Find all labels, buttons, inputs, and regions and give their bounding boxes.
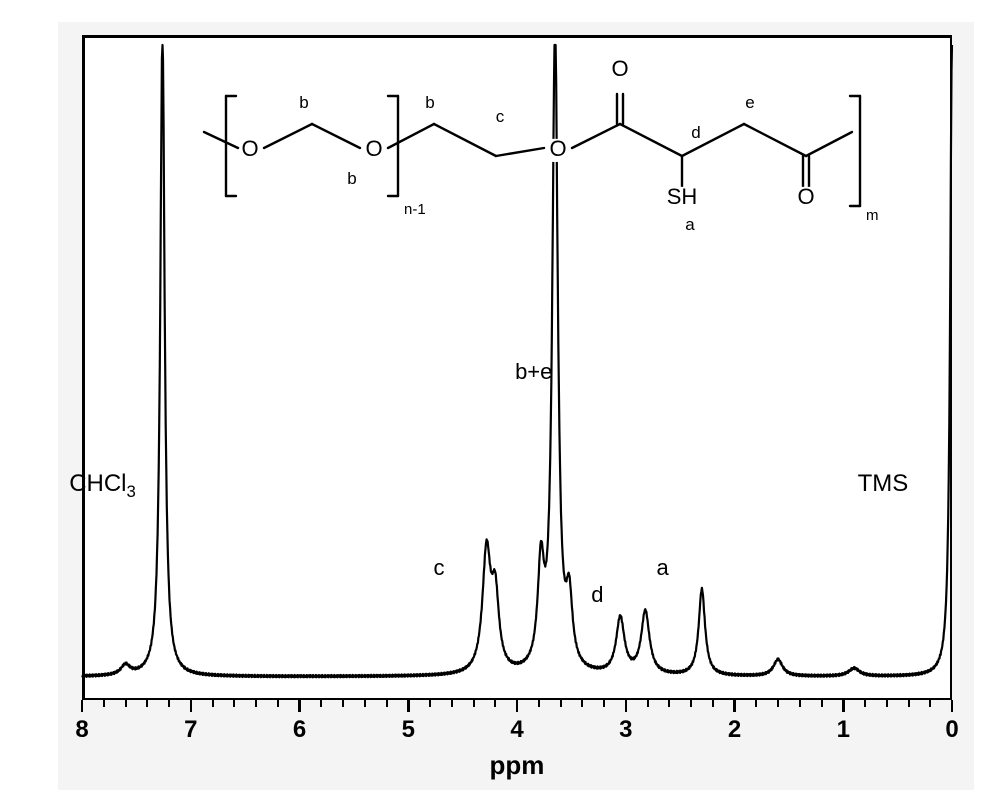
svg-text:e: e bbox=[745, 93, 754, 112]
svg-text:b: b bbox=[347, 169, 356, 188]
x-tick-label: 6 bbox=[270, 716, 330, 744]
x-tick-label: 8 bbox=[52, 716, 112, 744]
x-tick-label: 4 bbox=[487, 716, 547, 744]
svg-text:O: O bbox=[365, 136, 382, 161]
x-tick-label: 5 bbox=[378, 716, 438, 744]
chemical-structure: OOOOSHObbbcdean-1m bbox=[190, 46, 750, 236]
svg-text:SH: SH bbox=[667, 184, 698, 209]
peak-label-be: b+e bbox=[515, 359, 605, 385]
svg-text:m: m bbox=[866, 207, 879, 224]
x-tick-label: 2 bbox=[705, 716, 765, 744]
svg-text:O: O bbox=[241, 136, 258, 161]
peak-label-d: d bbox=[591, 582, 681, 608]
x-tick-label: 3 bbox=[596, 716, 656, 744]
svg-text:b: b bbox=[425, 93, 434, 112]
svg-text:d: d bbox=[691, 123, 700, 142]
peak-label-tms: TMS bbox=[858, 470, 948, 498]
svg-text:b: b bbox=[299, 93, 308, 112]
x-axis-label: ppm bbox=[457, 750, 577, 781]
svg-text:a: a bbox=[685, 215, 695, 234]
peak-label-c: c bbox=[434, 555, 524, 581]
svg-text:c: c bbox=[496, 107, 505, 126]
svg-text:O: O bbox=[797, 184, 814, 209]
peak-label-chcl3: CHCl3 bbox=[69, 470, 159, 502]
svg-text:O: O bbox=[611, 56, 628, 81]
svg-text:O: O bbox=[549, 136, 566, 161]
x-tick-label: 0 bbox=[922, 716, 982, 744]
svg-text:n-1: n-1 bbox=[404, 201, 426, 218]
peak-label-a: a bbox=[656, 555, 746, 581]
x-tick-label: 1 bbox=[813, 716, 873, 744]
x-tick-label: 7 bbox=[161, 716, 221, 744]
